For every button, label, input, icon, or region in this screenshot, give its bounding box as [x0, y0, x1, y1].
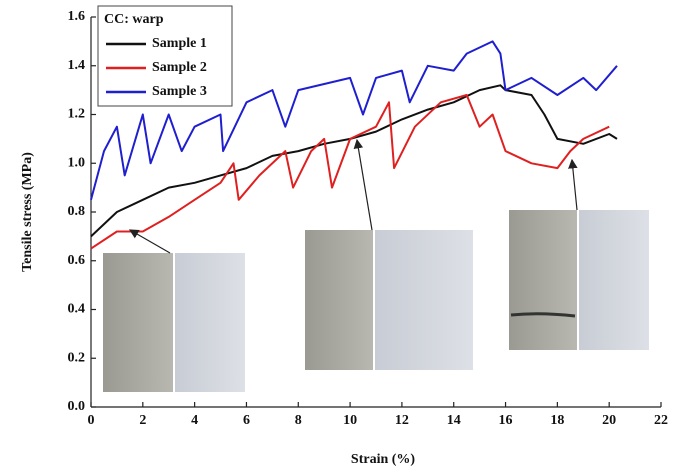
series-line — [90, 84, 618, 238]
legend-title: CC: warp — [104, 12, 164, 27]
series-line — [90, 94, 610, 250]
x-tick-label: 16 — [499, 413, 513, 428]
y-tick-label: 0.0 — [68, 399, 86, 414]
x-tick-label: 4 — [191, 413, 198, 428]
x-tick-label: 14 — [447, 413, 461, 428]
legend-box — [97, 5, 233, 107]
x-tick-label: 0 — [88, 413, 95, 428]
y-tick-label: 0.4 — [68, 302, 86, 317]
legend-label: Sample 1 — [152, 36, 207, 51]
legend: CC: warp Sample 1 Sample 2 Sample 3 — [97, 5, 233, 107]
crack — [510, 312, 576, 318]
x-tick-label: 20 — [602, 413, 616, 428]
x-tick-label: 2 — [139, 413, 146, 428]
legend-label: Sample 2 — [152, 60, 207, 75]
y-tick-label: 0.6 — [68, 253, 86, 268]
y-tick-label: 0.8 — [68, 204, 86, 219]
photo — [509, 210, 577, 350]
photo — [305, 230, 373, 370]
arrow — [568, 158, 578, 211]
photo — [579, 210, 649, 350]
series-line — [90, 40, 618, 201]
y-tick-label: 0.2 — [68, 350, 86, 365]
y-tick-label: 1.2 — [68, 107, 86, 122]
y-tick-label: 1.4 — [68, 58, 86, 73]
x-tick-label: 22 — [654, 413, 668, 428]
photo — [103, 253, 173, 392]
arrow — [353, 138, 373, 231]
x-tick-label: 6 — [243, 413, 250, 428]
x-tick-label: 8 — [295, 413, 302, 428]
photo — [375, 230, 473, 370]
plot-area: 0.0 0.2 0.4 0.6 0.8 1.0 1.2 1.4 1.6 0 2 4 6 8 10 12 14 16… — [68, 9, 669, 428]
x-tick-label: 18 — [550, 413, 564, 428]
legend-label: Sample 3 — [152, 84, 207, 99]
x-axis-title: Strain (%) — [351, 452, 416, 467]
photo — [175, 253, 245, 392]
y-tick-label: 1.0 — [68, 155, 86, 170]
y-axis-title: Tensile stress (MPa) — [20, 152, 35, 272]
arrow — [128, 229, 171, 254]
x-tick-label: 12 — [395, 413, 409, 428]
x-tick-label: 10 — [343, 413, 357, 428]
inset-photos — [103, 138, 649, 392]
y-tick-label: 1.6 — [68, 9, 86, 24]
